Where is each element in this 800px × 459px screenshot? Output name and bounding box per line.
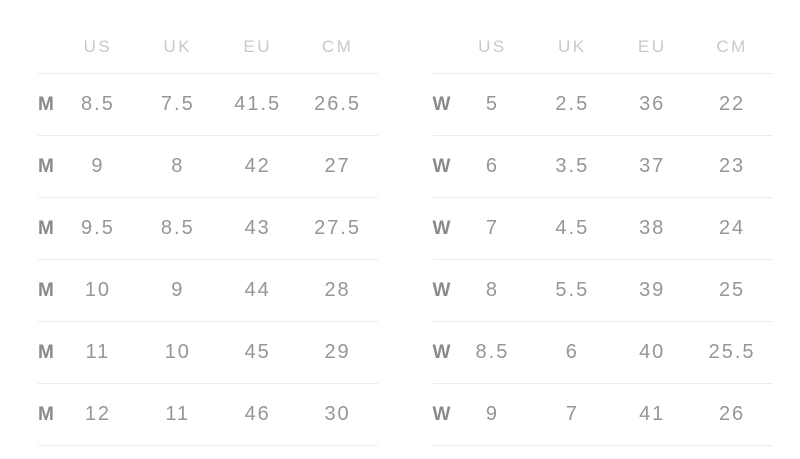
eu-size: 36 — [639, 93, 666, 115]
gender-label: W — [432, 93, 451, 115]
women-size-row: W 9 7 41 26 — [432, 384, 772, 446]
gender-label: M — [38, 93, 54, 115]
cm-size: 26 — [718, 403, 746, 425]
women-column-header-us: US — [478, 36, 507, 56]
men-size-row: M 9.5 8.5 43 27.5 — [38, 198, 378, 260]
cm-size: 25.5 — [708, 341, 756, 363]
cm-size: 22 — [718, 93, 746, 115]
gender-label: W — [432, 341, 451, 363]
uk-size: 10 — [164, 341, 191, 363]
men-header-row: US UK EU CM — [38, 20, 378, 74]
men-size-row: M 12 11 46 30 — [38, 384, 378, 446]
eu-size: 37 — [639, 155, 666, 177]
gender-label: W — [432, 403, 451, 425]
us-size: 8.5 — [475, 341, 510, 363]
us-size: 8 — [485, 279, 499, 301]
women-size-row: W 6 3.5 37 23 — [432, 136, 772, 198]
gender-label: M — [38, 155, 54, 177]
uk-size: 5.5 — [555, 279, 590, 301]
cm-size: 29 — [324, 341, 351, 363]
uk-size: 3.5 — [555, 155, 590, 177]
eu-size: 41 — [639, 403, 666, 425]
men-column-header-cm: CM — [321, 36, 354, 56]
size-table-men: US UK EU CM M 8.5 7.5 41.5 26.5 M 9 8 42… — [38, 20, 378, 446]
women-size-row: W 7 4.5 38 24 — [432, 198, 772, 260]
us-size: 9.5 — [81, 217, 115, 239]
eu-size: 41.5 — [234, 93, 282, 115]
us-size: 7 — [485, 217, 499, 239]
us-size: 10 — [84, 279, 112, 301]
men-column-header-us: US — [83, 36, 113, 56]
us-size: 11 — [85, 341, 111, 363]
cm-size: 30 — [324, 403, 351, 425]
men-column-header-eu: EU — [243, 36, 272, 56]
eu-size: 44 — [244, 279, 271, 301]
women-column-header-uk: UK — [558, 36, 587, 56]
eu-size: 45 — [244, 341, 271, 363]
eu-size: 40 — [639, 341, 666, 363]
uk-size: 8 — [171, 155, 185, 177]
men-size-row: M 10 9 44 28 — [38, 260, 378, 322]
uk-size: 4.5 — [555, 217, 590, 239]
women-column-header-eu: EU — [637, 36, 667, 56]
cm-size: 26.5 — [314, 93, 362, 115]
women-size-row: W 8 5.5 39 25 — [432, 260, 772, 322]
us-size: 8.5 — [81, 93, 115, 115]
women-header-row: US UK EU CM — [432, 20, 772, 74]
cm-size: 27.5 — [314, 217, 362, 239]
men-size-row: M 8.5 7.5 41.5 26.5 — [38, 74, 378, 136]
uk-size: 11 — [165, 403, 191, 425]
gender-label: W — [432, 217, 451, 239]
uk-size: 2.5 — [555, 93, 590, 115]
eu-size: 39 — [639, 279, 666, 301]
women-column-header-cm: CM — [716, 36, 748, 56]
uk-size: 7.5 — [160, 93, 195, 115]
eu-size: 38 — [639, 217, 666, 239]
cm-size: 23 — [718, 155, 746, 177]
size-chart: US UK EU CM M 8.5 7.5 41.5 26.5 M 9 8 42… — [38, 20, 772, 446]
us-size: 5 — [485, 93, 499, 115]
cm-size: 25 — [718, 279, 746, 301]
us-size: 9 — [485, 403, 499, 425]
uk-size: 8.5 — [160, 217, 195, 239]
eu-size: 46 — [244, 403, 271, 425]
cm-size: 24 — [718, 217, 746, 239]
uk-size: 6 — [565, 341, 579, 363]
gender-label: W — [432, 155, 451, 177]
women-size-row: W 5 2.5 36 22 — [432, 74, 772, 136]
gender-label: M — [38, 403, 54, 425]
uk-size: 7 — [565, 403, 579, 425]
gender-label: W — [432, 279, 451, 301]
uk-size: 9 — [171, 279, 185, 301]
size-table-women: US UK EU CM W 5 2.5 36 22 W 6 3.5 37 23 … — [432, 20, 772, 446]
cm-size: 28 — [324, 279, 351, 301]
men-size-row: M 11 10 45 29 — [38, 322, 378, 384]
us-size: 12 — [84, 403, 112, 425]
us-size: 6 — [485, 155, 499, 177]
women-size-row: W 8.5 6 40 25.5 — [432, 322, 772, 384]
men-column-header-uk: UK — [163, 36, 193, 56]
gender-label: M — [38, 217, 54, 239]
eu-size: 42 — [244, 155, 271, 177]
us-size: 9 — [91, 155, 105, 177]
cm-size: 27 — [324, 155, 351, 177]
gender-label: M — [38, 341, 54, 363]
gender-label: M — [38, 279, 54, 301]
men-size-row: M 9 8 42 27 — [38, 136, 378, 198]
eu-size: 43 — [244, 217, 271, 239]
